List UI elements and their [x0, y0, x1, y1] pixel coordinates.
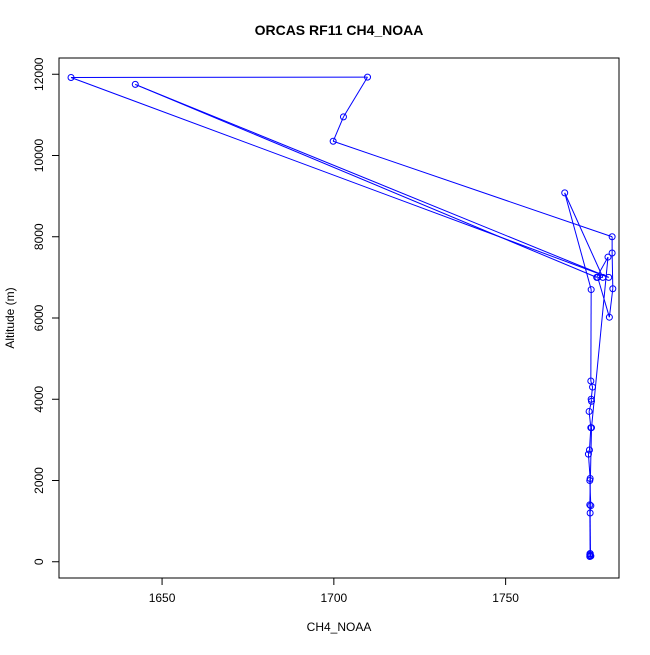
y-tick-label: 12000 — [32, 57, 46, 91]
y-axis-label: Altitude (m) — [3, 287, 17, 348]
series-points — [68, 74, 616, 559]
series-segment — [135, 84, 608, 277]
x-tick-label: 1750 — [492, 591, 519, 605]
series-segment — [333, 117, 343, 141]
y-tick-label: 0 — [32, 558, 46, 565]
x-axis-label: CH4_NOAA — [307, 620, 372, 634]
series-lines — [71, 77, 613, 556]
x-tick-label: 1700 — [320, 591, 347, 605]
plot-frame — [59, 58, 619, 578]
series-segment — [565, 193, 591, 290]
y-tick-label: 8000 — [32, 223, 46, 250]
chart-title: ORCAS RF11 CH4_NOAA — [255, 22, 424, 38]
series-segment — [588, 454, 590, 478]
y-tick-label: 6000 — [32, 304, 46, 331]
series-segment — [591, 387, 592, 399]
series-segment — [609, 289, 612, 317]
y-tick-label: 4000 — [32, 386, 46, 413]
series-segment — [343, 77, 367, 117]
x-tick-label: 1650 — [149, 591, 176, 605]
y-axis: 0 2000 4000 6000 8000 10000 12000 — [32, 57, 59, 565]
series-segment — [135, 84, 596, 277]
y-tick-label: 10000 — [32, 138, 46, 172]
series-segment — [612, 253, 613, 289]
series-segment — [598, 277, 610, 317]
series-segment — [565, 193, 603, 278]
x-axis: 1650 1700 1750 — [149, 578, 520, 605]
series-segment — [71, 78, 609, 278]
y-tick-label: 2000 — [32, 467, 46, 494]
